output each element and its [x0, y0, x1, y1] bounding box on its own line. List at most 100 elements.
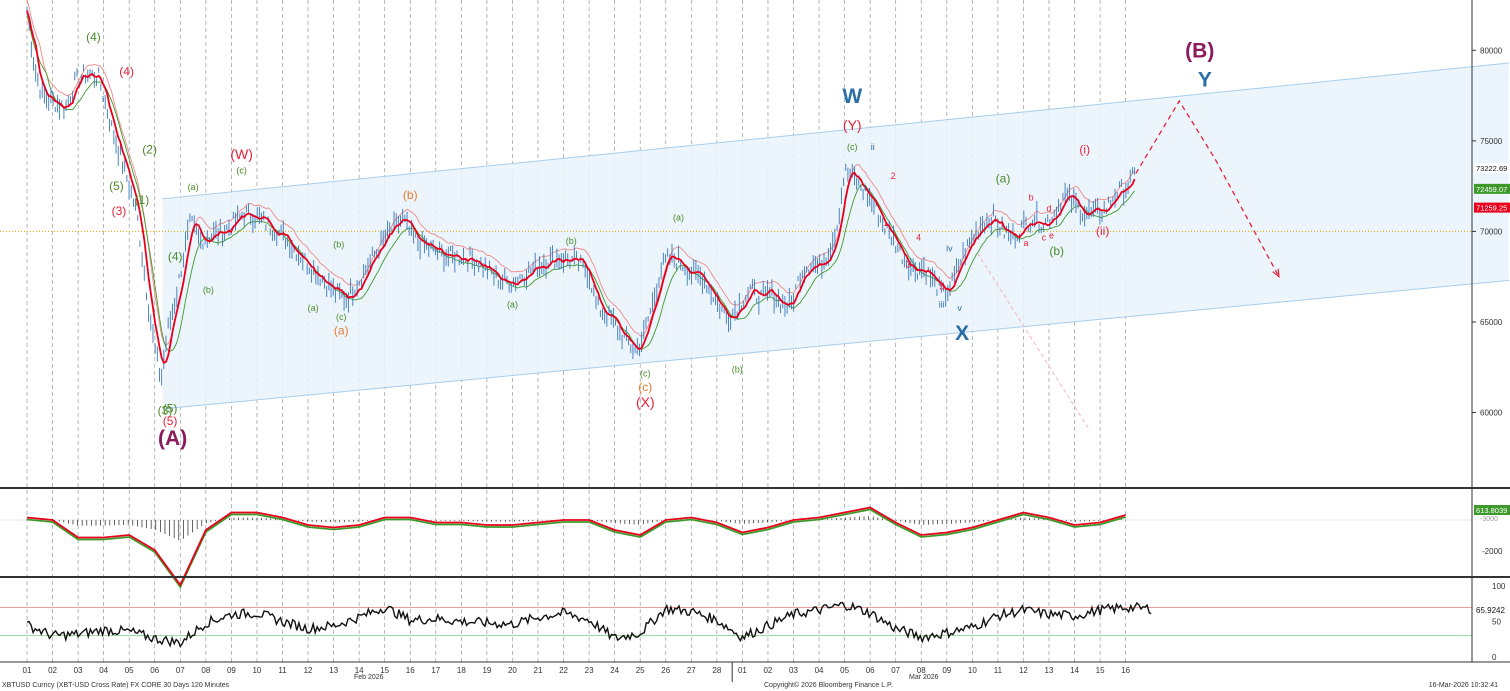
osc-main-line — [26, 506, 1126, 587]
x-tick-label: 06 — [150, 666, 159, 675]
x-tick-label: 26 — [661, 666, 670, 675]
x-tick-label: 04 — [99, 666, 108, 675]
alternate-projection-line — [977, 252, 1091, 431]
x-tick-label: 07 — [176, 666, 185, 675]
wave-label: 4 — [916, 232, 921, 242]
x-tick-label: 16 — [406, 666, 415, 675]
rsi-tick-label: 100 — [1492, 582, 1506, 591]
x-tick-label: 13 — [1045, 666, 1054, 675]
osc-tick-label: -3000 — [1480, 516, 1498, 523]
rsi-tick-label: 0 — [1492, 653, 1497, 662]
ma-slow-line — [26, 0, 1135, 346]
wave-label: (A) — [158, 427, 187, 450]
wave-labels: (4)(4)(2)(5)(1)(3)(4)(3)(5)(5)(A)(a)(b)(… — [86, 30, 1214, 450]
x-tick-label: 14 — [355, 666, 364, 675]
wave-label: e — [1049, 231, 1054, 241]
y-tick-label: 70000 — [1480, 227, 1503, 236]
y-tick-label: 75000 — [1480, 137, 1503, 146]
x-tick-label: 10 — [968, 666, 977, 675]
x-tick-label: 11 — [278, 666, 287, 675]
x-tick-label: 16 — [1121, 666, 1130, 675]
x-tick-label: 10 — [252, 666, 261, 675]
wave-label: (4) — [86, 30, 101, 44]
x-tick-label: 22 — [559, 666, 568, 675]
wave-label: iii — [939, 299, 945, 309]
y-tick-label: 60000 — [1480, 409, 1503, 418]
month-label-feb: Feb 2026 — [354, 674, 384, 681]
wave-label: (a) — [334, 324, 349, 338]
wave-label: (c) — [638, 380, 652, 394]
rsi-line — [26, 601, 1152, 648]
x-tick-label: 09 — [227, 666, 236, 675]
wave-label: (c) — [640, 368, 651, 378]
x-tick-label: 06 — [866, 666, 875, 675]
wave-label: (4) — [168, 249, 183, 263]
x-tick-label: 23 — [585, 666, 594, 675]
wave-label: (3) — [158, 403, 173, 417]
osc-last-value-box — [1474, 505, 1510, 515]
x-tick-label: 25 — [636, 666, 645, 675]
channel-upper-line — [162, 62, 1509, 200]
osc-last-value: 613.8039 — [1476, 506, 1507, 515]
ma-mid-last-value-box — [1474, 183, 1510, 194]
wave-label: (ii) — [1096, 224, 1109, 238]
osc-tick-label: -2000 — [1482, 547, 1503, 556]
wave-label: (3) — [112, 204, 127, 218]
wave-label: 2 — [891, 171, 896, 181]
x-tick-label: 08 — [917, 666, 926, 675]
ma-fast-last-value-box — [1474, 202, 1510, 213]
wave-label: (b) — [1049, 244, 1064, 258]
wave-label: 1 — [883, 218, 888, 228]
footer-copyright: Copyright© 2026 Bloomberg Finance L.P. — [764, 682, 893, 689]
x-tick-label: 27 — [687, 666, 696, 675]
x-tick-label: 13 — [329, 666, 338, 675]
x-tick-label: 18 — [457, 666, 466, 675]
wave-label: b — [1029, 193, 1034, 203]
x-tick-label: 24 — [610, 666, 619, 675]
wave-label: i — [864, 182, 866, 192]
wave-label: (W) — [230, 146, 253, 162]
x-tick-label: 21 — [534, 666, 543, 675]
wave-label: (2) — [142, 143, 157, 157]
rsi-tick-label: 50 — [1492, 618, 1501, 627]
price-last-value: 73222.69 — [1476, 164, 1507, 173]
wave-label: (b) — [403, 188, 418, 202]
x-tick-label: 02 — [48, 666, 57, 675]
wave-label: ii — [871, 142, 875, 152]
wave-label: (c) — [847, 142, 858, 152]
x-tick-label: 19 — [482, 666, 491, 675]
x-tick-label: 01 — [738, 666, 747, 675]
wave-label: (5) — [163, 402, 178, 416]
wave-label: c — [1042, 232, 1047, 242]
rsi-panel — [0, 576, 1510, 648]
wave-label: (a) — [188, 182, 199, 192]
wave-label: (a) — [308, 303, 319, 313]
x-tick-label: 12 — [1019, 666, 1028, 675]
x-tick-label: 05 — [125, 666, 134, 675]
wave-label: v — [957, 303, 962, 313]
rsi-last-value: 65.9242 — [1476, 606, 1505, 615]
wave-label: (5) — [109, 179, 124, 193]
x-tick-label: 03 — [789, 666, 798, 675]
wave-label: (a) — [673, 213, 684, 223]
wave-label: W — [842, 85, 862, 108]
channel-fill — [162, 62, 1509, 409]
x-tick-label: 28 — [712, 666, 721, 675]
x-tick-label: 05 — [840, 666, 849, 675]
x-tick-label: 15 — [380, 666, 389, 675]
x-tick-label: 03 — [74, 666, 83, 675]
wave-label: (Y) — [843, 117, 862, 133]
x-tick-label: 04 — [815, 666, 824, 675]
x-tick-label: 17 — [431, 666, 440, 675]
x-tick-label: 09 — [942, 666, 951, 675]
wave-label: (b) — [566, 236, 577, 246]
ma-fast-series — [26, 10, 1136, 365]
wave-label: (b) — [333, 240, 344, 250]
ma-mid-last-value: 72459.07 — [1476, 185, 1507, 194]
ma-slow-series — [26, 0, 1135, 346]
x-tick-label: 08 — [201, 666, 210, 675]
footer-instrument: XBTUSD Curncy (XBT-USD Cross Rate) FX CO… — [2, 682, 230, 689]
wave-label: Y — [1198, 69, 1212, 92]
projection-path — [977, 99, 1280, 431]
